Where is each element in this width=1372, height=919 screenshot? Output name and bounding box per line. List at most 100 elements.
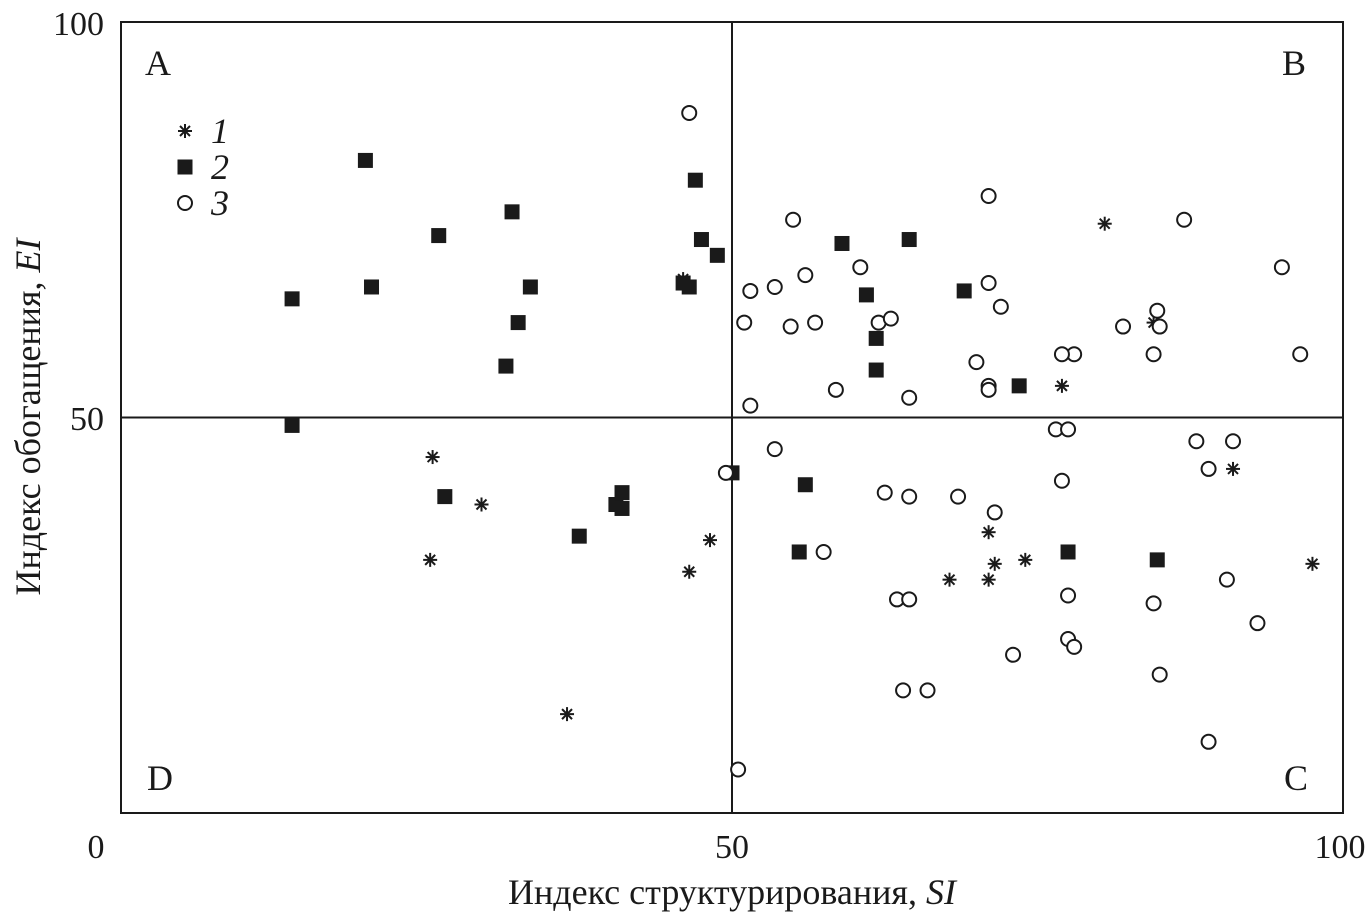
x-tick-label-50: 50 [715,829,749,866]
y-tick-label-100: 100 [53,6,104,43]
data-point-series-3-14 [980,188,997,205]
data-point-series-2-12 [614,500,630,516]
data-point-series-2-2 [357,152,373,168]
data-point-series-3-37 [1053,472,1070,489]
data-point-series-3-40 [1066,638,1083,655]
data-point-series-3-45 [1176,211,1193,228]
data-point-series-3-15 [980,275,997,292]
data-point-series-3-22 [717,464,734,481]
x-tick-label-100: 100 [1315,829,1366,866]
data-point-series-3-7 [797,267,814,284]
data-point-series-2-0 [284,291,300,307]
quadrant-label-a: A [145,43,171,83]
data-point-series-1-1 [474,497,489,512]
data-point-series-3-12 [882,310,899,327]
data-point-series-3-1 [736,314,753,331]
data-point-series-2-20 [797,477,813,493]
x-axis-title: Индекс структурирования, SI [508,872,958,912]
data-point-series-3-27 [986,504,1003,521]
data-point-series-3-38 [1060,587,1077,604]
data-point-series-1-16 [942,572,957,587]
data-point-series-3-29 [901,591,918,608]
data-point-series-3-42 [1151,318,1168,335]
data-point-series-2-7 [510,315,526,331]
data-point-series-1-9 [1054,378,1069,393]
data-point-series-3-54 [1151,666,1168,683]
data-point-series-3-31 [919,682,936,699]
data-point-series-3-9 [827,381,844,398]
legend-label-2: 2 [211,147,229,187]
data-point-series-1-14 [981,572,996,587]
legend-label-1: 1 [211,111,229,151]
quadrant-label-c: C [1284,758,1308,798]
data-point-series-3-5 [785,211,802,228]
data-point-series-3-10 [852,259,869,276]
data-point-series-2-22 [834,235,850,251]
series-2 [284,152,1165,568]
legend-marker-3 [177,195,193,211]
data-point-series-2-5 [504,204,520,220]
data-point-series-2-9 [284,417,300,433]
data-point-series-3-51 [1273,259,1290,276]
data-point-series-2-23 [858,287,874,303]
data-point-series-2-16 [687,172,703,188]
legend-label-3: 3 [210,183,229,223]
data-point-series-3-52 [1292,346,1309,363]
data-point-series-2-1 [364,279,380,295]
quadrant-label-d: D [147,758,173,798]
data-point-series-3-20 [815,543,832,560]
data-point-series-3-16 [992,298,1009,315]
x-tick-label-0: 0 [88,829,105,866]
data-point-series-3-30 [895,682,912,699]
data-point-series-3-25 [901,488,918,505]
data-point-series-1-7 [1097,216,1112,231]
data-point-series-3-47 [1200,460,1217,477]
data-point-series-1-0 [425,450,440,465]
data-point-series-2-25 [868,362,884,378]
data-point-series-3-13 [901,389,918,406]
data-point-series-3-34 [1060,421,1077,438]
y-tick-label-50: 50 [70,401,104,438]
data-point-series-2-24 [868,330,884,346]
y-axis-title: Индекс обогащения, EI [8,237,48,596]
data-point-series-2-17 [693,232,709,248]
data-point-series-1-5 [703,533,718,548]
data-point-series-2-3 [437,489,453,505]
data-point-series-1-11 [1305,556,1320,571]
data-point-series-2-18 [709,247,725,263]
legend: 123 [177,111,229,223]
data-point-series-2-21 [791,544,807,560]
data-point-series-3-50 [1249,615,1266,632]
data-point-series-2-30 [1149,552,1165,568]
data-point-series-3-48 [1225,433,1242,450]
data-point-series-3-44 [1149,302,1166,319]
data-point-series-3-46 [1188,433,1205,450]
data-point-series-3-26 [950,488,967,505]
data-point-series-3-0 [681,104,698,121]
data-point-series-3-18 [980,381,997,398]
data-point-series-1-13 [987,556,1002,571]
data-point-series-2-4 [431,228,447,244]
data-point-series-3-4 [766,278,783,295]
series-1 [423,216,1320,722]
data-point-series-1-12 [981,525,996,540]
data-point-series-3-53 [1145,595,1162,612]
data-point-series-1-15 [1018,552,1033,567]
data-point-series-3-23 [730,761,747,778]
data-point-series-2-26 [901,232,917,248]
data-point-series-3-19 [968,354,985,371]
data-point-series-2-8 [498,358,514,374]
data-point-series-2-29 [1060,544,1076,560]
data-points [284,104,1320,778]
data-point-series-3-21 [766,441,783,458]
data-point-series-2-13 [614,485,630,501]
data-point-series-3-32 [1005,646,1022,663]
data-point-series-1-10 [1226,461,1241,476]
data-point-series-3-49 [1218,571,1235,588]
data-point-series-3-6 [782,318,799,335]
data-point-series-1-2 [423,552,438,567]
data-point-series-3-2 [742,282,759,299]
data-point-series-3-55 [1200,733,1217,750]
legend-marker-1 [178,124,192,138]
